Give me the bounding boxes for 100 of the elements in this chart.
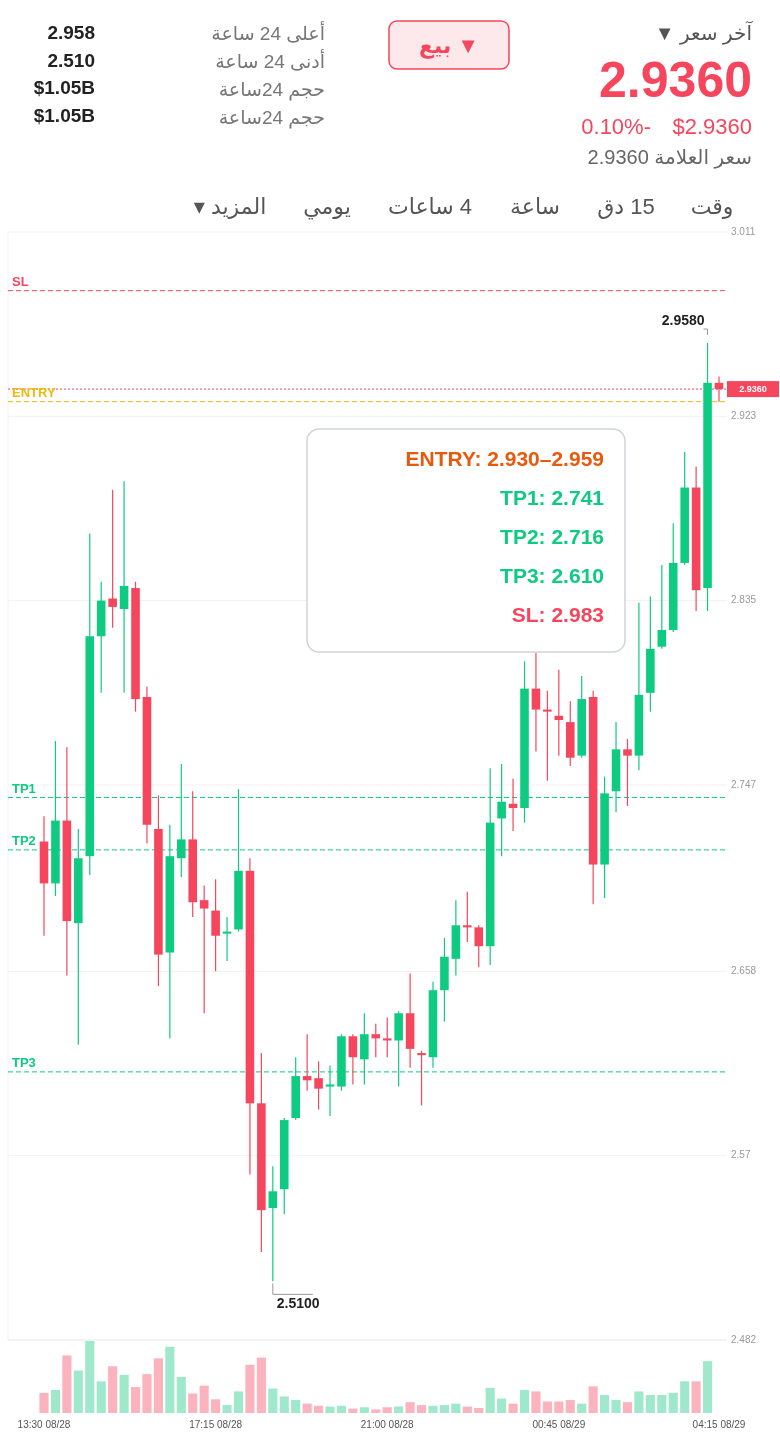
text: حجم 24ساعة — [218, 79, 325, 101]
bar — [199, 1385, 209, 1413]
bar — [462, 1406, 472, 1413]
text: ▼ بيع — [418, 33, 480, 59]
bar — [645, 1395, 655, 1413]
y-tick-label: 2.835 — [731, 594, 757, 606]
bar — [130, 1387, 141, 1413]
text: $1.05B — [33, 105, 95, 126]
bar — [531, 1391, 541, 1413]
bar — [39, 1392, 49, 1413]
bar — [474, 1407, 484, 1413]
bar — [588, 1386, 598, 1413]
bar — [519, 1389, 530, 1413]
y-tick-label: 2.658 — [731, 965, 757, 977]
text: أعلى 24 ساعة — [211, 21, 325, 44]
bar — [634, 1391, 644, 1413]
annotation: TP1: 2.741 — [500, 486, 605, 509]
bar — [85, 1341, 95, 1413]
bar — [256, 1357, 266, 1413]
y-tick-label: 2.57 — [731, 1149, 751, 1161]
bar — [600, 1395, 610, 1413]
ref-line-label: ENTRY — [12, 384, 56, 400]
text: يومي — [303, 194, 351, 220]
bar — [279, 1396, 289, 1413]
bar — [416, 1405, 427, 1413]
annotation: 2.9580 — [661, 312, 705, 329]
annotation: ENTRY: 2.930–2.959 — [405, 447, 604, 470]
ref-line-label: 2.9360 — [739, 384, 767, 395]
text: 0.10%- — [581, 114, 651, 139]
text: آخر سعر ▼ — [654, 20, 754, 45]
bar — [233, 1391, 244, 1413]
bar — [497, 1398, 507, 1413]
annotation: SL: 2.983 — [511, 603, 604, 626]
bar — [554, 1401, 564, 1413]
ref-line-label: TP1 — [12, 780, 36, 796]
text: 4 ساعات — [387, 194, 473, 219]
text: $2.9360 — [672, 114, 752, 139]
bar — [577, 1403, 587, 1413]
ref-line-label: TP3 — [12, 1054, 36, 1070]
x-tick-label: 17:15 08/28 — [189, 1419, 243, 1430]
annotation: 2.5100 — [276, 1295, 320, 1312]
text: أدنى 24 ساعة — [215, 49, 325, 72]
bar — [268, 1388, 278, 1413]
bar — [668, 1392, 678, 1413]
bar — [348, 1408, 358, 1413]
x-tick-label: 21:00 08/28 — [360, 1419, 415, 1430]
bar — [188, 1393, 198, 1413]
y-tick-label: 2.482 — [731, 1333, 757, 1345]
bar — [508, 1403, 518, 1413]
y-tick-label: 2.923 — [731, 409, 757, 421]
text: سعر العلامة 2.9360 — [587, 146, 752, 169]
x-tick-label: 04:15 08/29 — [692, 1419, 746, 1430]
text: 2.958 — [47, 22, 95, 43]
bar — [245, 1364, 255, 1413]
text: حجم 24ساعة — [218, 107, 325, 129]
bar — [565, 1400, 575, 1413]
y-tick-label: 2.747 — [731, 778, 757, 790]
annotation: TP3: 2.610 — [500, 564, 604, 587]
text: ساعة — [509, 194, 561, 219]
x-tick-label: 13:30 08/28 — [17, 1419, 71, 1430]
bar — [611, 1400, 621, 1413]
ref-line-label: SL — [12, 273, 29, 289]
text: 2.510 — [47, 50, 95, 71]
bar — [291, 1400, 301, 1413]
text: وقت — [690, 194, 734, 219]
bar — [119, 1374, 129, 1413]
bar — [153, 1358, 163, 1413]
text: 2.9360 — [599, 52, 752, 108]
bar — [62, 1355, 72, 1413]
annotation: TP2: 2.716 — [500, 525, 604, 548]
bar — [73, 1370, 83, 1413]
bar — [96, 1381, 106, 1413]
y-tick-label: 3.011 — [731, 225, 756, 237]
bar — [314, 1405, 324, 1413]
bar — [165, 1346, 175, 1413]
bar — [439, 1405, 449, 1413]
bar — [176, 1377, 186, 1413]
bar — [142, 1374, 152, 1413]
text: المزيد ▾ — [193, 194, 267, 219]
bar — [359, 1407, 369, 1413]
ref-line-label: TP2 — [12, 832, 36, 848]
text: 15 دق — [597, 194, 655, 219]
bar — [211, 1399, 221, 1413]
bar — [485, 1387, 495, 1413]
bar — [691, 1381, 701, 1413]
bar — [394, 1406, 404, 1413]
bar — [657, 1395, 667, 1413]
bar — [542, 1401, 552, 1413]
x-tick-label: 00:45 08/29 — [532, 1419, 586, 1430]
text: $1.05B — [33, 77, 95, 98]
bar — [622, 1402, 633, 1413]
bar — [108, 1366, 118, 1413]
bar — [325, 1406, 335, 1413]
bar — [336, 1405, 347, 1413]
bar — [702, 1361, 713, 1413]
bar — [405, 1402, 415, 1413]
bar — [680, 1381, 690, 1413]
bar — [50, 1389, 61, 1413]
bar — [302, 1403, 312, 1413]
bar — [371, 1409, 381, 1413]
